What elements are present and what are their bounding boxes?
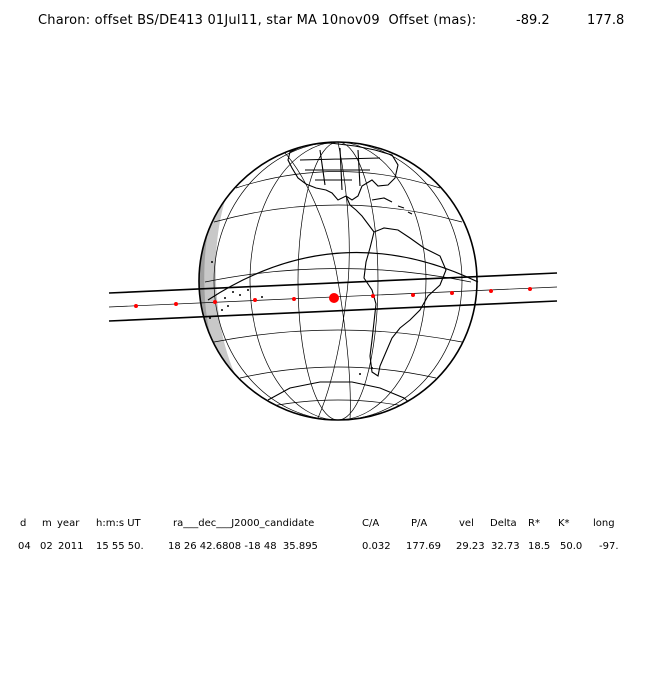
- val-radec: 18 26 42.6808 -18 48 35.895: [168, 541, 318, 552]
- col-pa: P/A: [411, 518, 428, 529]
- track-dot: [213, 300, 217, 304]
- val-rstar: 18.5: [528, 541, 551, 552]
- col-day: d: [20, 518, 27, 529]
- plot-title: Charon: offset BS/DE413 01Jul11, star MA…: [38, 13, 477, 28]
- val-time: 15 55 50.: [96, 541, 144, 552]
- col-month: m: [42, 518, 52, 529]
- offset-x-value: -89.2: [516, 13, 550, 28]
- val-pa: 177.69: [406, 541, 441, 552]
- table-value-row: 04 02 2011 15 55 50. 18 26 42.6808 -18 4…: [0, 541, 619, 684]
- val-kstar: 50.0: [560, 541, 583, 552]
- col-vel: vel: [459, 518, 474, 529]
- val-month: 02: [40, 541, 53, 552]
- track-dot: [371, 294, 375, 298]
- offset-y-value: 177.8: [587, 13, 625, 28]
- col-long: long: [593, 518, 615, 529]
- val-vel: 29.23: [456, 541, 485, 552]
- col-rstar: R*: [528, 518, 540, 529]
- col-delta: Delta: [490, 518, 517, 529]
- track-dot-closest-approach: [329, 293, 339, 303]
- island-dots: [209, 261, 373, 411]
- occultation-globe-map: [108, 141, 558, 421]
- val-ca: 0.032: [362, 541, 391, 552]
- val-delta: 32.73: [491, 541, 520, 552]
- col-ca: C/A: [362, 518, 380, 529]
- col-kstar: K*: [558, 518, 570, 529]
- col-year: year: [57, 518, 80, 529]
- limb-arc-upper: [207, 251, 479, 301]
- track-dot: [489, 289, 493, 293]
- continent-outlines: [267, 142, 447, 411]
- track-dot: [528, 287, 532, 291]
- table-header-row: d m year h:m:s UT ra___dec___J2000_candi…: [0, 518, 615, 661]
- track-dot: [174, 302, 178, 306]
- track-dot: [292, 297, 296, 301]
- track-dot: [450, 291, 454, 295]
- shadow-path-north-limit: [108, 272, 558, 294]
- graticule: [204, 142, 472, 420]
- val-year: 2011: [58, 541, 84, 552]
- col-radec: ra___dec___J2000_candidate: [173, 518, 315, 529]
- val-day: 04: [18, 541, 31, 552]
- val-long: -97.: [599, 541, 619, 552]
- track-time-markers: [134, 287, 532, 308]
- track-dot: [134, 304, 138, 308]
- shadow-path-south-limit: [108, 300, 558, 322]
- track-dot: [411, 293, 415, 297]
- col-time: h:m:s UT: [96, 518, 141, 529]
- track-dot: [253, 298, 257, 302]
